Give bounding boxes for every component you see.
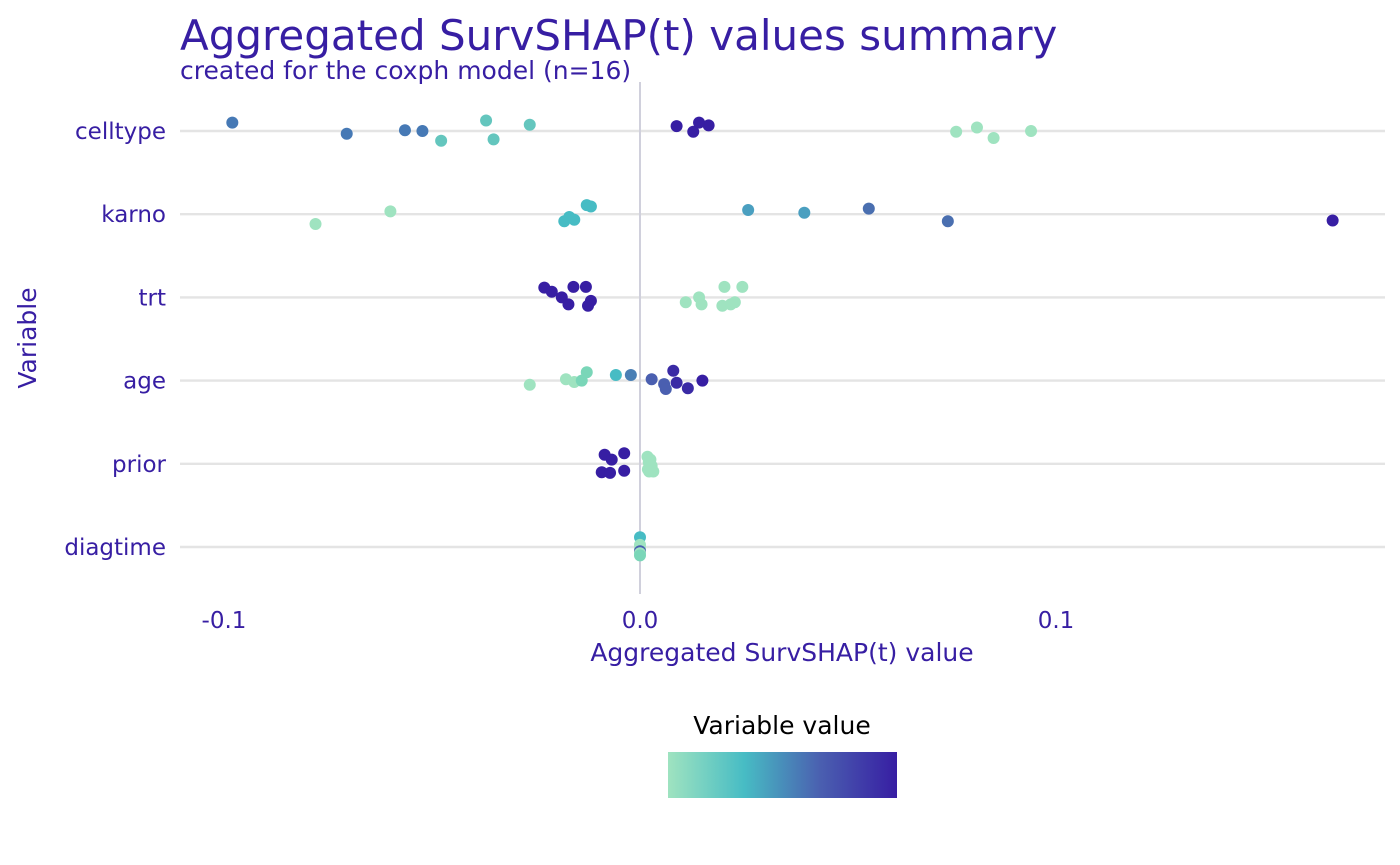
x-axis-title: Aggregated SurvSHAP(t) value	[590, 638, 973, 667]
legend-colorbar	[668, 752, 897, 798]
data-point-celltype	[687, 125, 700, 138]
data-point-celltype	[987, 132, 1000, 144]
data-point-prior	[643, 465, 656, 478]
data-point-prior	[605, 453, 618, 466]
data-point-trt	[728, 296, 741, 309]
data-point-trt	[562, 298, 575, 311]
data-point-trt	[567, 280, 580, 293]
data-point-age	[580, 366, 593, 379]
data-point-prior	[618, 447, 631, 460]
data-point-trt	[582, 299, 594, 312]
data-point-celltype	[670, 120, 683, 133]
data-point-prior	[604, 466, 617, 479]
data-point-celltype	[970, 121, 983, 134]
data-point-celltype	[398, 124, 411, 137]
data-point-celltype	[1025, 125, 1038, 137]
data-point-karno	[742, 204, 755, 216]
data-point-karno	[384, 205, 397, 218]
data-point-karno	[584, 200, 597, 213]
data-point-karno	[1326, 214, 1339, 227]
data-point-diagtime	[634, 549, 646, 562]
y-tick-label-age: age	[123, 369, 166, 395]
data-point-karno	[798, 206, 811, 219]
data-point-celltype	[950, 125, 963, 138]
y-tick-label-celltype: celltype	[75, 119, 166, 145]
data-point-age	[645, 373, 658, 386]
legend-title: Variable value	[693, 711, 870, 740]
data-point-celltype	[487, 133, 500, 146]
y-tick-label-diagtime: diagtime	[64, 535, 166, 561]
x-tick-label: 0.0	[622, 608, 659, 634]
chart-title: Aggregated SurvSHAP(t) values summary	[180, 11, 1057, 60]
y-axis-title: Variable	[13, 287, 42, 388]
data-point-trt	[718, 280, 731, 293]
gridlines	[180, 129, 1385, 549]
y-axis-ticks: celltype karno trt age prior diagtime	[64, 119, 166, 561]
data-point-age	[681, 382, 694, 395]
data-point-age	[667, 364, 680, 377]
y-tick-label-trt: trt	[139, 285, 167, 311]
data-point-karno	[862, 202, 875, 215]
y-tick-label-karno: karno	[101, 202, 166, 228]
color-legend: Variable value	[668, 711, 897, 798]
data-point-trt	[736, 280, 749, 293]
data-point-celltype	[435, 134, 448, 147]
data-points	[226, 114, 1339, 562]
data-point-trt	[679, 296, 692, 309]
data-point-trt	[579, 280, 592, 293]
data-point-age	[670, 376, 683, 389]
data-point-age	[659, 383, 672, 395]
data-point-celltype	[416, 125, 429, 137]
data-point-celltype	[480, 114, 493, 127]
data-point-celltype	[702, 119, 715, 132]
data-point-karno	[941, 215, 954, 228]
x-tick-label: -0.1	[202, 608, 247, 634]
x-axis-ticks: -0.1 0.0 0.1	[202, 608, 1075, 634]
chart-subtitle: created for the coxph model (n=16)	[180, 56, 631, 85]
data-point-karno	[568, 213, 581, 226]
data-point-age	[624, 369, 637, 381]
data-point-age	[523, 378, 536, 391]
y-tick-label-prior: prior	[112, 452, 167, 478]
data-point-trt	[545, 285, 558, 298]
data-point-celltype	[523, 118, 536, 131]
data-point-celltype	[226, 116, 239, 129]
x-tick-label: 0.1	[1038, 608, 1075, 634]
data-point-celltype	[340, 127, 353, 140]
data-point-age	[609, 369, 622, 381]
data-point-karno	[309, 218, 322, 230]
data-point-prior	[618, 464, 631, 477]
data-point-celltype	[693, 116, 706, 129]
data-point-trt	[695, 298, 708, 311]
data-point-age	[696, 374, 709, 387]
